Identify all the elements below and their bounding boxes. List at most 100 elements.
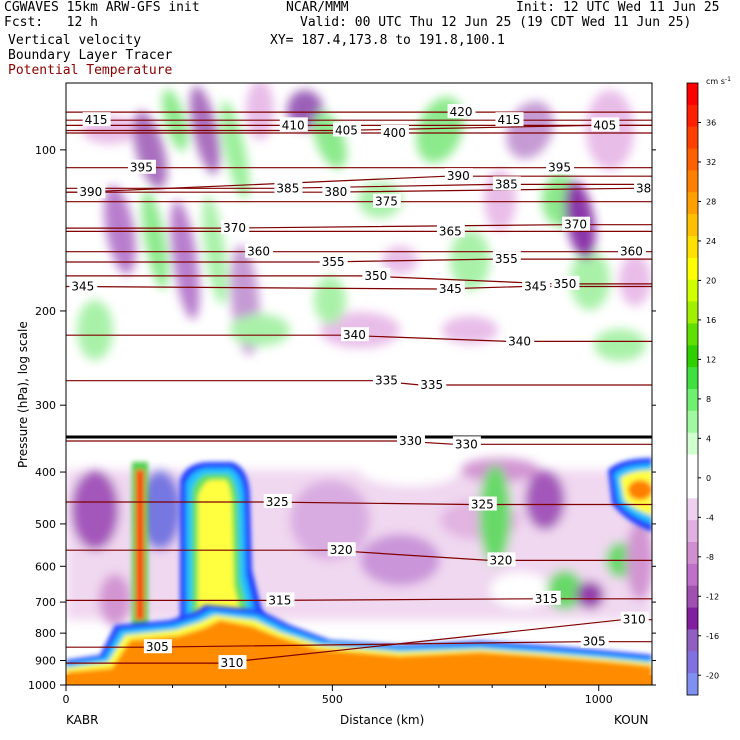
isentrope-label: 385 (276, 181, 299, 195)
isentrope-label: 400 (383, 126, 406, 140)
colorbar-swatch (687, 148, 698, 171)
isentrope-label: 415 (498, 113, 521, 127)
isentrope-label: 310 (623, 613, 646, 627)
isentrope-label-bg (341, 327, 370, 342)
isentrope-label-bg (551, 275, 580, 290)
isentrope-label-bg (620, 611, 649, 626)
isentrope-label: 415 (85, 113, 108, 127)
colorbar-swatch (687, 629, 698, 652)
isentrope-label: 315 (268, 593, 291, 607)
y-axis: 100 200 300 400 500 600 700 800 900 1000 (28, 144, 656, 692)
isentrope-label-bg (492, 176, 521, 191)
isentrope-label: 420 (450, 105, 473, 119)
isentrope-label-bg (82, 112, 111, 127)
colorbar-swatch (687, 607, 698, 630)
isentrope-label-bg (447, 104, 476, 119)
colorbar-tick-label: -8 (706, 553, 714, 562)
isentrope-label-bg (245, 243, 274, 258)
colorbar: 36 32 28 24 20 16 12 8 4 0 -4 -8 -12 -16 -20 (686, 82, 719, 696)
colorbar-swatch (687, 323, 698, 346)
isentrope-label-bg (487, 552, 516, 567)
isentrope-label-bg (495, 112, 524, 127)
isentrope-line (66, 598, 652, 601)
colorbar-swatch (687, 236, 698, 259)
isentrope-label-bg (372, 193, 401, 208)
isentrope-label-bg (221, 220, 250, 235)
isentrope-label: 325 (266, 495, 289, 509)
isentrope-label-bg (218, 655, 247, 670)
x-tick-label: 1000 (585, 693, 613, 706)
colorbar-swatch (687, 214, 698, 237)
isentrope-label: 315 (535, 592, 558, 606)
vertical-velocity-field: 415 410 405 400 420 415 405 395 390 385 380 375 390 3… (66, 83, 652, 685)
colorbar-tick-label: -4 (706, 513, 714, 522)
colorbar-swatch (687, 542, 698, 565)
isentrope-label-bg (418, 376, 447, 391)
colorbar-swatch (687, 279, 698, 303)
isentrope-label-bg (492, 251, 521, 266)
isentrope-label: 395 (548, 161, 571, 175)
isentrope-label: 355 (322, 255, 345, 269)
colorbar-swatch (687, 454, 698, 477)
x-axis: 0 500 1000 (63, 685, 613, 706)
isentrope-label-bg (522, 278, 551, 293)
isentrope-line (66, 334, 652, 342)
isentrope-label: 360 (620, 245, 643, 259)
colorbar-swatch (687, 432, 698, 456)
isentrope-label: 370 (223, 221, 246, 235)
isentrope-label-bg (319, 253, 348, 268)
colorbar-swatch (687, 673, 698, 696)
colorbar-tick-label: -20 (706, 671, 719, 680)
y-tick-label: 800 (35, 627, 56, 640)
x-endpoint-left: KABR (66, 713, 98, 727)
isentrope-label-bg (546, 159, 575, 174)
colorbar-tick-label: 4 (706, 434, 711, 443)
colorbar-tick-label: 28 (706, 197, 716, 206)
isentrope-label: 320 (490, 553, 513, 567)
colorbar-swatch (687, 126, 698, 150)
isentrope-labels: 415 410 405 400 420 415 405 395 390 385 380 375 390 3… (69, 104, 652, 670)
isentrope-label-bg (436, 281, 465, 296)
colorbar-swatch (687, 170, 698, 193)
colorbar-swatch (687, 476, 698, 499)
isentrope-label-bg (322, 184, 351, 199)
y-tick-label: 900 (35, 655, 56, 668)
isentrope-label: 365 (439, 224, 462, 238)
isentrope-label: 405 (335, 123, 358, 137)
colorbar-tick-label: 16 (706, 316, 716, 325)
isentrope-line (66, 549, 652, 561)
colorbar-swatch (687, 367, 698, 390)
isentrope-label: 380 (324, 185, 347, 199)
colorbar-frame (686, 82, 699, 696)
colorbar-tick-label: -16 (706, 632, 719, 641)
isentrope-label-bg (436, 223, 465, 238)
colorbar-swatch (687, 651, 698, 674)
x-axis-label: Distance (km) (340, 713, 424, 727)
isentrope-label: 385 (495, 177, 518, 191)
isentrope-label-bg (274, 180, 303, 195)
isentrope-label-bg (444, 168, 473, 183)
colorbar-swatch (687, 498, 698, 521)
isentrope-label: 410 (282, 118, 305, 132)
isentrope-label-bg (333, 122, 362, 137)
x-endpoint-right: KOUN (614, 713, 648, 727)
x-tick-label: 500 (322, 693, 343, 706)
isentrope-label: 405 (593, 118, 616, 132)
colorbar-swatch (687, 104, 698, 128)
isentrope-label-bg (562, 216, 591, 231)
isentrope-label-bg (372, 372, 401, 387)
isentrope-line (66, 275, 652, 285)
isentrope-label: 320 (330, 543, 353, 557)
isentrope-label: 395 (130, 161, 153, 175)
colorbar-tick-label: 12 (706, 355, 716, 364)
colorbar-swatch (687, 585, 698, 609)
colorbar-swatch (687, 301, 698, 324)
isentrope-label: 305 (583, 635, 606, 649)
isentrope-line (66, 175, 652, 193)
forecast-hour: Fcst: 12 h (4, 15, 98, 30)
isentrope-label-bg (591, 117, 620, 132)
isentrope-label-bg (143, 639, 172, 654)
colorbar-tick-label: 36 (706, 118, 716, 127)
isentrope-label: 340 (508, 334, 531, 348)
colorbar-swatch (687, 389, 698, 412)
